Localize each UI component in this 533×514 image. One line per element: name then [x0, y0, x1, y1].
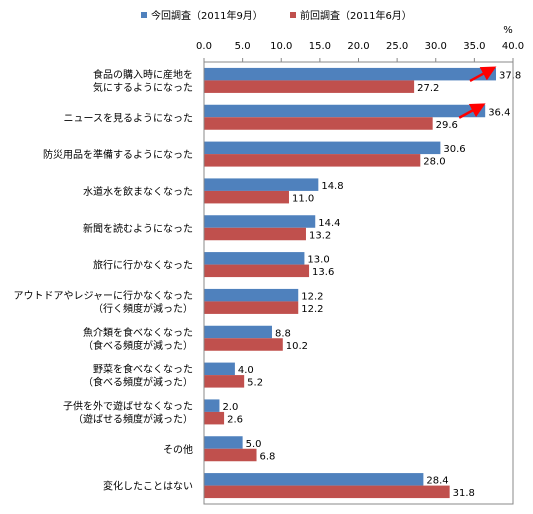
x-tick-label: 10.0 [270, 41, 292, 52]
data-label: 5.0 [246, 439, 262, 450]
bar-current [204, 436, 243, 449]
bar-previous [204, 411, 225, 425]
legend-swatch-0 [141, 12, 147, 18]
category-label: （行く頻度が減った） [93, 302, 193, 315]
data-label: 2.0 [222, 402, 238, 413]
data-label: 27.2 [417, 83, 439, 94]
x-tick-label: 0.0 [196, 41, 212, 52]
category-label: 魚介類を食べなくなった [83, 326, 193, 339]
data-label: 13.2 [309, 230, 331, 241]
bar-previous [204, 448, 257, 462]
category-label: （遊ばせる頻度が減った） [73, 412, 193, 425]
data-label: 13.6 [312, 267, 334, 278]
bar-previous [204, 80, 415, 93]
legend: 今回調査（2011年9月） 前回調査（2011年6月） [141, 9, 412, 22]
category-label: 気にするようになった [93, 81, 193, 94]
legend-label-0: 今回調査（2011年9月） [151, 9, 263, 22]
category-label: （食べる頻度が減った） [83, 339, 193, 352]
annotations [458, 66, 497, 119]
data-label: 5.2 [247, 378, 263, 389]
bar-previous [204, 190, 289, 204]
data-label: 14.4 [318, 218, 340, 229]
category-label: 食品の購入時に産地を [93, 68, 193, 81]
x-axis-ticks: 0.0 5.0 10.0 15.0 20.0 25.0 30.0 35.0 40.0 [196, 41, 524, 62]
x-tick-label: 20.0 [347, 41, 369, 52]
data-label: 12.2 [301, 291, 323, 302]
data-labels: 37.8 27.2 36.4 29.6 30.6 28.0 14.8 11.0 14.413.2… [222, 70, 521, 499]
annotation-arrow-0 [469, 66, 497, 83]
category-label: 水道水を飲まなくなった [83, 185, 193, 198]
bar-previous [204, 154, 421, 167]
bar-previous [204, 117, 433, 130]
data-label: 28.0 [423, 157, 445, 168]
bar-previous [204, 227, 306, 241]
data-label: 4.0 [238, 365, 254, 376]
bar-current [204, 399, 220, 412]
category-label: （食べる頻度が減った） [83, 376, 193, 389]
category-label: 旅行に行かなくなった [93, 259, 193, 272]
bar-current [204, 362, 235, 376]
bar-previous [204, 375, 245, 388]
data-label: 14.8 [321, 181, 343, 192]
bar-current [204, 252, 305, 265]
category-label: 防災用品を準備するようになった [43, 148, 193, 161]
x-tick-label: 5.0 [235, 41, 251, 52]
bar-current [204, 288, 299, 302]
data-label: 8.8 [275, 328, 291, 339]
data-label: 36.4 [488, 107, 510, 118]
data-label: 28.4 [426, 476, 448, 487]
data-label: 2.6 [227, 414, 243, 425]
category-label: ニュースを見るようになった [64, 112, 194, 124]
bar-current [204, 325, 272, 339]
data-label: 30.6 [443, 144, 465, 155]
bars [204, 67, 497, 499]
bar-previous [204, 338, 283, 351]
x-tick-label: 30.0 [425, 41, 447, 52]
unit-label: % [503, 25, 513, 36]
bar-current [204, 67, 497, 81]
data-label: 13.0 [307, 255, 329, 266]
x-tick-label: 25.0 [386, 41, 408, 52]
plot-border [203, 61, 514, 505]
bar-previous [204, 485, 450, 499]
legend-label-1: 前回調査（2011年6月） [300, 9, 412, 22]
x-tick-label: 15.0 [309, 41, 331, 52]
category-labels: 食品の購入時に産地を気にするようになったニュースを見るようになった防災用品を準備… [14, 68, 194, 493]
category-label: 子供を外で遊ばせなくなった [63, 399, 193, 412]
data-label: 31.8 [453, 488, 475, 499]
data-label: 11.0 [292, 193, 314, 204]
bar-previous [204, 264, 310, 278]
data-label: 10.2 [286, 341, 308, 352]
bar-current [204, 473, 424, 486]
plot-frame [203, 61, 514, 505]
category-label: アウトドアやレジャーに行かなくなった [14, 289, 194, 302]
category-label: 野菜を食べなくなった [93, 363, 193, 376]
bar-previous [204, 301, 299, 314]
data-label: 12.2 [301, 304, 323, 315]
category-label: 新聞を読むようになった [83, 222, 193, 235]
data-label: 37.8 [499, 70, 521, 81]
annotation-arrow-1 [458, 103, 486, 119]
bar-current [204, 104, 486, 118]
x-tick-label: 35.0 [463, 41, 485, 52]
legend-swatch-1 [290, 12, 296, 18]
category-label: その他 [163, 443, 193, 456]
x-tick-label: 40.0 [502, 41, 524, 52]
bar-current [204, 141, 441, 155]
data-label: 6.8 [260, 451, 276, 462]
bar-current [204, 178, 319, 191]
data-label: 29.6 [436, 120, 458, 131]
bar-current [204, 215, 316, 228]
category-label: 変化したことはない [103, 480, 193, 493]
